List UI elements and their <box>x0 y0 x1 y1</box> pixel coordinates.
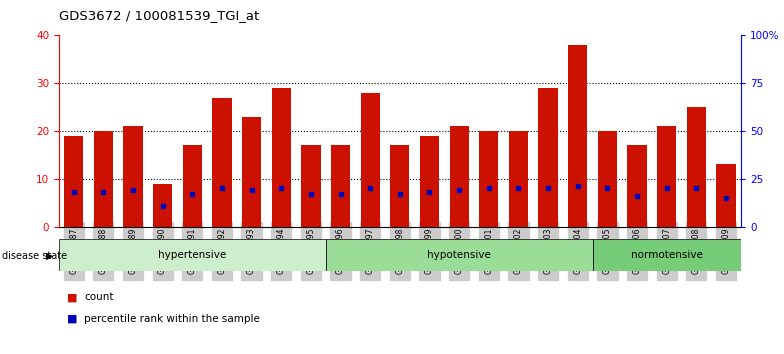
Bar <box>242 116 261 227</box>
Bar <box>212 97 231 227</box>
Bar <box>687 107 706 227</box>
Bar <box>301 145 321 227</box>
Bar <box>568 45 587 227</box>
Bar <box>627 145 647 227</box>
Text: disease state: disease state <box>2 251 67 261</box>
Text: normotensive: normotensive <box>631 250 702 260</box>
Bar <box>123 126 143 227</box>
Bar <box>93 131 113 227</box>
Bar <box>64 136 83 227</box>
Bar <box>509 131 528 227</box>
Bar <box>657 126 677 227</box>
Bar <box>361 93 379 227</box>
Bar <box>153 183 172 227</box>
Bar <box>597 131 617 227</box>
Bar <box>271 88 291 227</box>
Text: percentile rank within the sample: percentile rank within the sample <box>84 314 260 324</box>
Bar <box>449 126 469 227</box>
Bar <box>593 239 741 271</box>
Text: ■: ■ <box>67 314 77 324</box>
Text: count: count <box>84 292 114 302</box>
Bar <box>390 145 409 227</box>
Bar <box>331 145 350 227</box>
Text: hypotensive: hypotensive <box>427 250 491 260</box>
Bar <box>717 164 735 227</box>
Bar <box>59 239 325 271</box>
Text: hypertensive: hypertensive <box>158 250 227 260</box>
Bar <box>539 88 557 227</box>
Bar <box>420 136 439 227</box>
Bar <box>325 239 593 271</box>
Text: ■: ■ <box>67 292 77 302</box>
Bar <box>183 145 202 227</box>
Text: ▶: ▶ <box>45 251 53 261</box>
Bar <box>479 131 499 227</box>
Text: GDS3672 / 100081539_TGI_at: GDS3672 / 100081539_TGI_at <box>59 9 259 22</box>
